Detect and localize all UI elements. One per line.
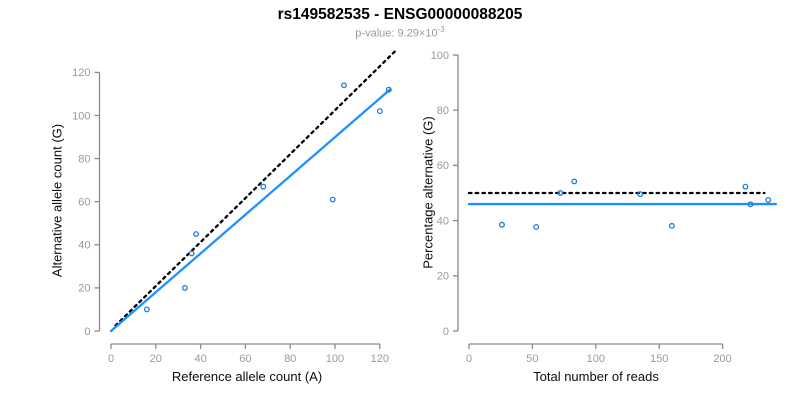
data-point bbox=[557, 190, 564, 196]
identity-dotted-line bbox=[114, 49, 397, 327]
x-tick-label: 0 bbox=[108, 353, 114, 365]
y-tick-label: 80 bbox=[78, 153, 90, 165]
data-point bbox=[188, 250, 195, 257]
x-tick-label: 100 bbox=[326, 353, 344, 365]
y-tick-label: 0 bbox=[84, 326, 90, 338]
data-point bbox=[742, 183, 749, 190]
x-tick-label: 80 bbox=[284, 353, 296, 365]
data-point bbox=[765, 196, 772, 203]
y-tick-label: 60 bbox=[78, 197, 90, 209]
data-point bbox=[499, 221, 505, 228]
y-tick-label: 60 bbox=[437, 160, 449, 172]
x-tick-label: 150 bbox=[650, 353, 668, 365]
data-point bbox=[341, 82, 347, 89]
y-tick-label: 0 bbox=[443, 326, 449, 338]
plot-subtitle: p-value: 9.29×10-3 bbox=[0, 25, 800, 40]
data-point bbox=[533, 223, 540, 230]
x-tick-label: 120 bbox=[371, 353, 389, 365]
y-tick-label: 40 bbox=[78, 240, 90, 252]
data-point bbox=[143, 306, 150, 313]
data-point bbox=[385, 86, 392, 93]
y-axis-title-right: Percentage alternative (G) bbox=[420, 116, 436, 269]
x-axis-title-right: Total number of reads bbox=[533, 369, 659, 384]
data-point bbox=[747, 201, 754, 208]
x-tick-label: 60 bbox=[239, 353, 251, 365]
data-point bbox=[668, 222, 675, 229]
data-point bbox=[193, 231, 200, 237]
p-value-text: p-value: 9.29×10 bbox=[355, 27, 438, 40]
x-tick-label: 50 bbox=[526, 353, 538, 365]
data-point bbox=[637, 191, 644, 198]
y-tick-label: 100 bbox=[72, 110, 90, 122]
y-tick-label: 100 bbox=[431, 50, 449, 62]
data-point bbox=[260, 183, 267, 190]
regression-line bbox=[109, 88, 392, 333]
plot-title: rs149582535 - ENSG00000088205 bbox=[277, 6, 523, 23]
data-point bbox=[329, 196, 336, 203]
x-tick-label: 100 bbox=[587, 353, 605, 365]
x-tick-label: 20 bbox=[150, 353, 162, 365]
y-axis-title-left: Alternative allele count (G) bbox=[49, 123, 65, 278]
x-tick-label: 200 bbox=[713, 353, 731, 365]
data-point bbox=[181, 284, 188, 291]
y-tick-label: 80 bbox=[437, 105, 449, 117]
y-tick-label: 120 bbox=[72, 67, 90, 79]
y-tick-label: 20 bbox=[78, 283, 90, 295]
x-tick-label: 0 bbox=[466, 353, 472, 365]
x-axis-title-left: Reference allele count (A) bbox=[171, 369, 323, 384]
x-tick-label: 40 bbox=[194, 353, 206, 365]
data-point bbox=[376, 108, 383, 115]
y-tick-label: 20 bbox=[437, 271, 449, 283]
data-point bbox=[571, 178, 578, 185]
p-value-exponent: -3 bbox=[437, 25, 445, 34]
y-tick-label: 40 bbox=[437, 215, 449, 227]
